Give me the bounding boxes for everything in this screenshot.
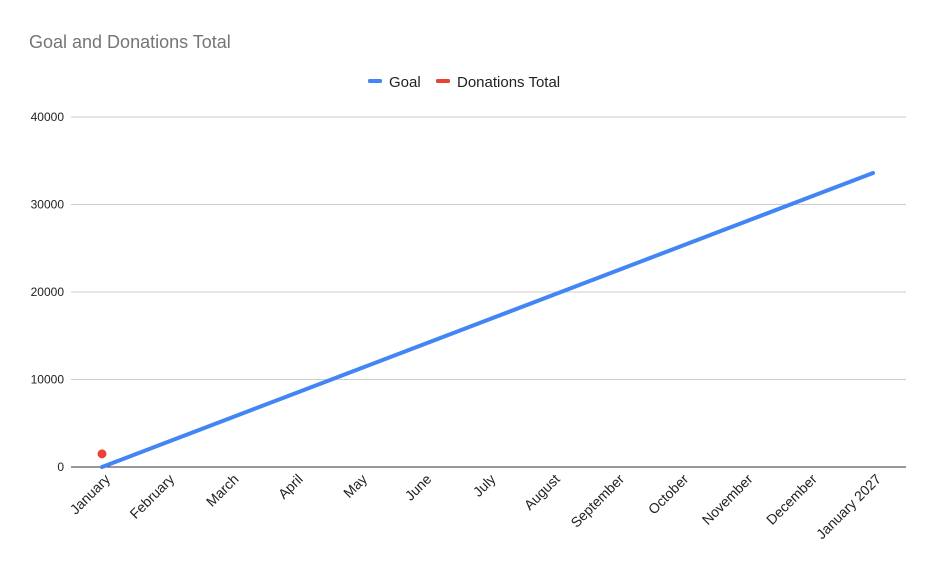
x-tick-label: May [340, 471, 370, 501]
x-tick-label: April [275, 471, 306, 502]
x-tick-label: January 2027 [813, 471, 884, 542]
legend-swatch-donations-total [436, 79, 450, 83]
legend-swatch-goal [368, 79, 382, 83]
x-tick-label: January [67, 471, 114, 518]
x-tick-label: August [521, 471, 563, 513]
x-tick-label: July [470, 471, 499, 500]
series-point-donations-total [97, 449, 107, 459]
x-tick-label: October [645, 471, 692, 518]
x-tick-label: September [567, 471, 627, 531]
x-tick-label: February [126, 471, 177, 522]
chart-title: Goal and Donations Total [29, 32, 231, 52]
y-axis: 0 10000 20000 30000 40000 [31, 110, 65, 474]
y-tick-label: 20000 [31, 285, 65, 299]
y-tick-label: 30000 [31, 198, 65, 212]
y-tick-label: 0 [57, 460, 64, 474]
plot-area [97, 171, 875, 469]
x-tick-label: June [402, 471, 435, 504]
legend: Goal Donations Total [368, 74, 560, 91]
x-tick-label: November [699, 471, 756, 528]
x-tick-label: December [763, 471, 820, 528]
legend-label-goal: Goal [389, 74, 421, 91]
series-line-goal [100, 171, 875, 469]
legend-label-donations-total: Donations Total [457, 74, 560, 91]
x-tick-label: March [203, 471, 242, 510]
y-tick-label: 40000 [31, 110, 65, 124]
grid [71, 116, 906, 468]
x-axis: January February March April May June July Augu… [67, 471, 885, 543]
y-tick-label: 10000 [31, 373, 65, 387]
